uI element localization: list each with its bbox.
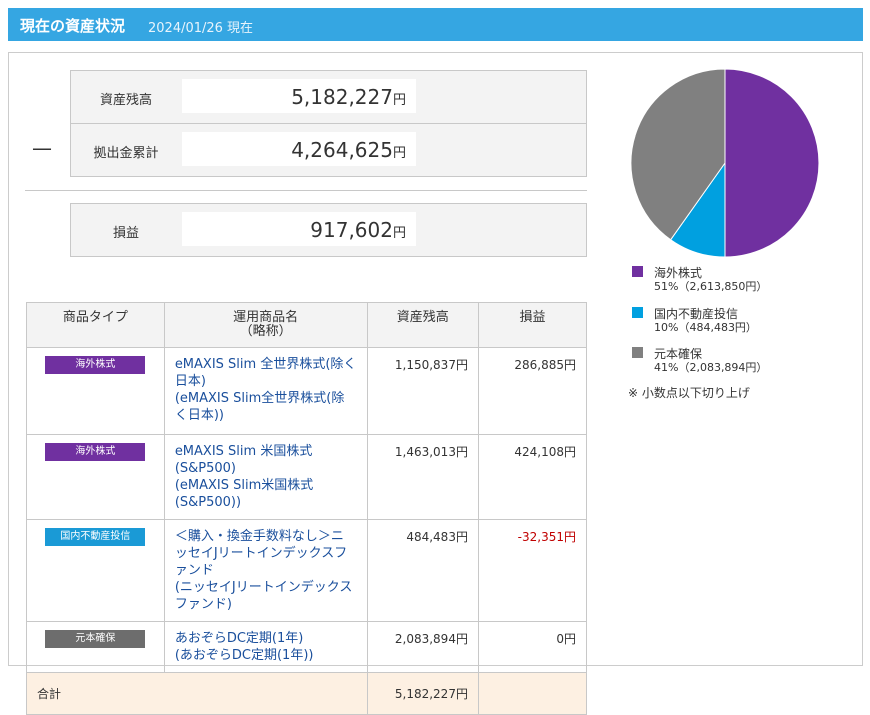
- column-header: 運用商品名 （略称）: [163, 302, 368, 348]
- name-cell: eMAXIS Slim 全世界株式(除く日本) (eMAXIS Slim全世界株式…: [163, 347, 368, 435]
- fund-short-name: (eMAXIS Slim米国株式(S&P500)): [174, 478, 314, 510]
- type-cell: 海外株式: [26, 434, 165, 520]
- type-badge: 海外株式: [45, 356, 146, 374]
- legend-value: 41%（2,083,894円）: [654, 361, 768, 374]
- pie-chart: [630, 68, 820, 258]
- legend-value: 10%（484,483円）: [654, 321, 757, 334]
- profit-cell: 424,108円: [477, 434, 588, 520]
- column-header: 資産残高: [366, 302, 479, 348]
- type-cell: 元本確保: [26, 621, 165, 673]
- summary-box: 資産残高 5,182,227円 拠出金累計 4,264,625円: [70, 70, 587, 177]
- header-text: 損益: [519, 310, 546, 325]
- holding-row: 国内不動産投信 ＜購入・換金手数料なし＞ニッセイJリートインデックスファンド (ニッ…: [26, 519, 588, 622]
- header-text: 資産残高: [396, 310, 449, 325]
- balance-cell: 1,463,013円: [366, 434, 479, 520]
- name-cell: ＜購入・換金手数料なし＞ニッセイJリートインデックスファンド (ニッセイJリートイ…: [163, 519, 368, 622]
- pie-slice: [724, 68, 820, 258]
- header-text: 運用商品名: [233, 310, 299, 325]
- type-cell: 海外株式: [26, 347, 165, 435]
- balance-cell: 1,150,837円: [366, 347, 479, 435]
- type-cell: 国内不動産投信: [26, 519, 165, 622]
- legend-value: 51%（2,613,850円）: [654, 280, 768, 293]
- fund-short-name: (あおぞらDC定期(1年)): [174, 648, 314, 663]
- summary-label: 資産残高: [99, 93, 152, 108]
- amount: 917,602: [310, 218, 393, 242]
- total-label: 合計: [26, 672, 368, 715]
- summary-label: 拠出金累計: [93, 146, 159, 161]
- page: 現在の資産状況 2024/01/26 現在 資産残高 5,182,227円 拠出金累…: [8, 8, 863, 715]
- profit-cell: -32,351円: [477, 519, 588, 622]
- unit: 円: [392, 93, 406, 108]
- header-text: 商品タイプ: [62, 310, 128, 325]
- legend-swatch: [632, 307, 643, 318]
- unit: 円: [392, 146, 406, 161]
- fund-name[interactable]: ＜購入・換金手数料なし＞ニッセイJリートインデックスファンド: [174, 529, 348, 578]
- type-badge: 海外株式: [45, 443, 146, 461]
- legend-name: 元本確保: [654, 347, 703, 361]
- total-balance: 5,182,227円: [366, 672, 479, 715]
- summary-label: 損益: [112, 226, 139, 241]
- header-bar: 現在の資産状況 2024/01/26 現在: [8, 8, 863, 41]
- balance-cell: 2,083,894円: [366, 621, 479, 673]
- summary-box: 損益 917,602円: [70, 203, 587, 257]
- summary-value: 917,602円: [182, 212, 416, 246]
- profit-cell: 0円: [477, 621, 588, 673]
- column-header: 商品タイプ: [26, 302, 165, 348]
- divider: [71, 123, 586, 124]
- as-of-date: 2024/01/26 現在: [148, 21, 254, 36]
- summary-value: 5,182,227円: [182, 79, 416, 113]
- legend-swatch: [632, 347, 643, 358]
- profit-cell: 286,885円: [477, 347, 588, 435]
- unit: 円: [392, 226, 406, 241]
- amount: 5,182,227: [291, 85, 393, 109]
- fund-name[interactable]: eMAXIS Slim 全世界株式(除く日本): [174, 357, 357, 389]
- fund-short-name: (eMAXIS Slim全世界株式(除く日本)): [174, 391, 345, 423]
- name-cell: eMAXIS Slim 米国株式(S&P500) (eMAXIS Slim米国株式…: [163, 434, 368, 520]
- fund-short-name: (ニッセイJリートインデックスファンド): [174, 580, 353, 612]
- total-row: 合計 5,182,227円: [26, 672, 588, 715]
- legend-swatch: [632, 266, 643, 277]
- holding-row: 海外株式 eMAXIS Slim 米国株式(S&P500) (eMAXIS Slim…: [26, 434, 588, 520]
- holding-row: 海外株式 eMAXIS Slim 全世界株式(除く日本) (eMAXIS Slim全…: [26, 347, 588, 435]
- separator: [25, 190, 587, 191]
- header-row: 商品タイプ 運用商品名 （略称） 資産残高 損益: [26, 302, 588, 348]
- amount: 4,264,625: [291, 138, 393, 162]
- fund-name[interactable]: あおぞらDC定期(1年): [174, 631, 304, 646]
- pie-slice: [630, 68, 726, 241]
- column-header: 損益: [477, 302, 588, 348]
- type-badge: 元本確保: [45, 630, 146, 648]
- fund-name[interactable]: eMAXIS Slim 米国株式(S&P500): [174, 444, 313, 476]
- balance-cell: 484,483円: [366, 519, 479, 622]
- name-cell: あおぞらDC定期(1年) (あおぞらDC定期(1年)): [163, 621, 368, 673]
- page-title: 現在の資産状況: [20, 17, 126, 35]
- holding-row: 元本確保 あおぞらDC定期(1年) (あおぞらDC定期(1年)) 2,083,894円…: [26, 621, 588, 673]
- legend-name: 国内不動産投信: [654, 307, 739, 321]
- footnote: ※ 小数点以下切り上げ: [628, 386, 750, 400]
- holdings-table: 商品タイプ 運用商品名 （略称） 資産残高 損益海外株式 eMAXIS Slim 全世界株…: [26, 302, 588, 715]
- minus-sign: —: [32, 136, 52, 160]
- summary-value: 4,264,625円: [182, 132, 416, 166]
- legend-name: 海外株式: [654, 266, 703, 280]
- type-badge: 国内不動産投信: [45, 528, 146, 546]
- empty-cell: [477, 672, 588, 715]
- header-text: （略称）: [239, 324, 292, 339]
